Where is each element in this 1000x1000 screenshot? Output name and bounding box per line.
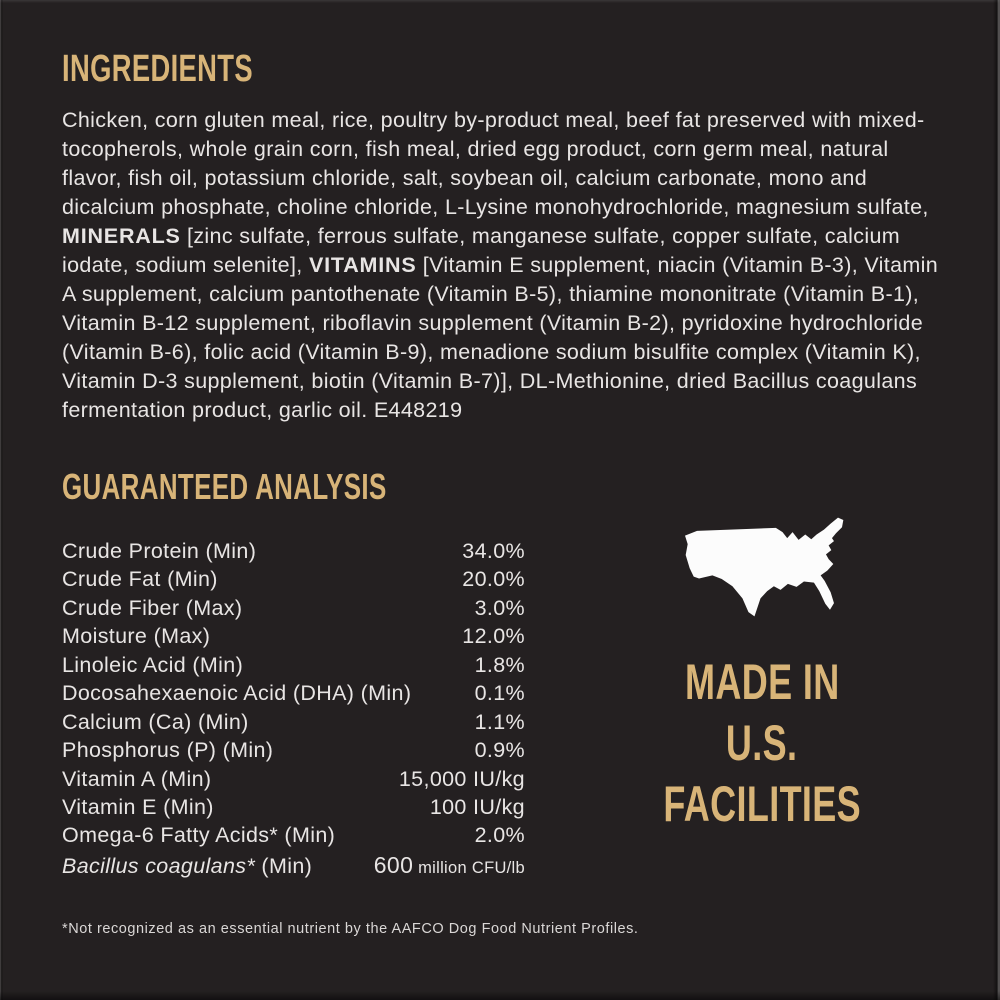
nutrient-value: 600 million CFU/lb [373,851,525,878]
nutrient-value: 20.0% [462,567,525,592]
ingredients-paragraph: Chicken, corn gluten meal, rice, poultry… [62,108,939,422]
analysis-row: Vitamin E (Min) 100 IU/kg [62,795,525,823]
made-in-us-facilities-block: MADE IN U.S. FACILITIES [610,514,914,835]
analysis-row: Crude Fat (Min) 20.0% [62,567,525,595]
guaranteed-analysis-heading-text: GUARANTEED ANALYSIS [62,466,387,507]
analysis-row: Omega-6 Fatty Acids* (Min) 2.0% [62,823,525,851]
nutrient-label: Vitamin E (Min) [62,794,214,819]
nutrient-value: 1.1% [474,709,525,734]
nutrient-label: Crude Protein (Min) [62,539,257,563]
nutrient-value: 3.0% [474,595,525,620]
nutrient-value: 2.0% [474,823,525,848]
analysis-row: Vitamin A (Min) 15,000 IU/kg [62,767,525,795]
nutrient-label: Crude Fat (Min) [62,567,218,592]
made-in-text: MADE IN U.S. FACILITIES [610,652,914,835]
nutrient-value: 100 IU/kg [429,794,525,819]
ingredients-heading-text: INGREDIENTS [62,48,253,90]
nutrient-label: Calcium (Ca) (Min) [62,709,249,734]
aafco-footnote: *Not recognized as an essential nutrient… [62,921,639,937]
label-edge-right [993,0,1000,1000]
nutrient-value: 0.9% [474,738,525,763]
made-in-line: FACILITIES [663,776,861,832]
ingredients-heading: INGREDIENTS [62,49,327,89]
nutrient-label: Bacillus coagulans* (Min) [62,853,313,878]
made-in-line: U.S. [726,715,798,771]
nutrient-label: Moisture (Max) [62,624,211,649]
nutrient-label: Docosahexaenoic Acid (DHA) (Min) [62,681,412,706]
label-edge-bottom [0,991,1000,1000]
nutrient-label: Omega-6 Fatty Acids* (Min) [62,823,336,848]
analysis-row: Crude Protein (Min) 34.0% [62,539,525,567]
nutrient-label: Vitamin A (Min) [62,766,212,791]
analysis-row: Calcium (Ca) (Min) 1.1% [62,710,525,738]
usa-map-icon [684,517,843,617]
analysis-row: Docosahexaenoic Acid (DHA) (Min) 0.1% [62,681,525,709]
analysis-row: Linoleic Acid (Min) 1.8% [62,653,525,681]
nutrient-value: 15,000 IU/kg [398,766,525,791]
nutrient-value: 1.8% [474,652,525,677]
label-edge-left [0,0,3,1000]
analysis-row: Moisture (Max) 12.0% [62,624,525,652]
guaranteed-analysis-table: Crude Protein (Min) 34.0% Crude Fat (Min) 2… [62,539,525,880]
analysis-row: Phosphorus (P) (Min) 0.9% [62,738,525,766]
nutrient-value: 34.0% [462,539,525,563]
analysis-row: Crude Fiber (Max) 3.0% [62,596,525,624]
nutrient-value: 12.0% [462,624,525,649]
label-edge-top [0,0,1000,3]
nutrient-value: 0.1% [474,681,525,706]
nutrient-label: Linoleic Acid (Min) [62,652,244,677]
guaranteed-analysis-heading: GUARANTEED ANALYSIS [62,468,513,506]
analysis-row: Bacillus coagulans* (Min) 600 million CFU… [62,852,525,880]
nutrient-label: Crude Fiber (Max) [62,595,243,620]
nutrient-label: Phosphorus (P) (Min) [62,738,274,763]
made-in-line: MADE IN [684,654,840,710]
